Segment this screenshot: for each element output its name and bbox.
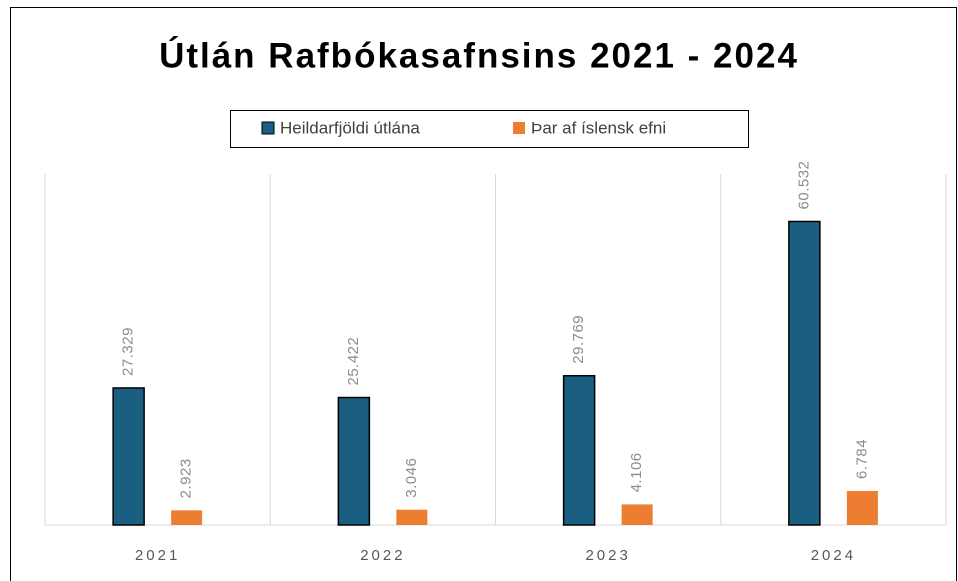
x-tick-label: 2022 [360,547,405,564]
bar [846,490,878,525]
data-label: 60.532 [795,161,812,210]
bar [337,396,371,526]
data-label: 3.046 [403,458,420,498]
bar [788,220,821,526]
bar [396,509,428,525]
bar [171,510,203,525]
chart-title: Útlán Rafbókasafnsins 2021 - 2024 [159,35,799,75]
legend-swatch [513,122,525,134]
data-label: 6.784 [853,439,870,479]
data-label: 2.923 [178,458,195,498]
legend-label: Þar af íslensk efni [531,118,666,137]
data-label: 25.422 [345,337,362,386]
chart-frame [10,7,957,581]
legend-swatch [261,121,275,135]
bar [562,374,596,526]
data-label: 27.329 [120,327,137,376]
x-tick-label: 2021 [135,547,180,564]
data-label: 29.769 [570,315,587,364]
x-tick-label: 2023 [585,547,630,564]
x-tick-label: 2024 [811,547,856,564]
data-label: 4.106 [628,452,645,492]
legend-box [230,110,749,148]
bar [621,504,653,525]
bar [112,387,145,526]
legend-label: Heildarfjöldi útlána [280,118,420,137]
